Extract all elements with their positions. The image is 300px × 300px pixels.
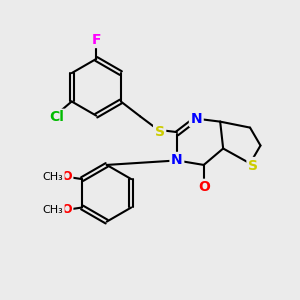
Text: N: N: [171, 154, 183, 167]
Text: O: O: [61, 170, 72, 183]
Text: S: S: [154, 125, 165, 139]
Text: CH₃: CH₃: [43, 172, 64, 182]
Text: Cl: Cl: [49, 110, 64, 124]
Text: CH₃: CH₃: [43, 205, 64, 215]
Text: O: O: [198, 180, 210, 194]
Text: O: O: [61, 203, 72, 216]
Text: S: S: [248, 158, 258, 172]
Text: N: N: [190, 112, 202, 126]
Text: F: F: [92, 32, 101, 46]
